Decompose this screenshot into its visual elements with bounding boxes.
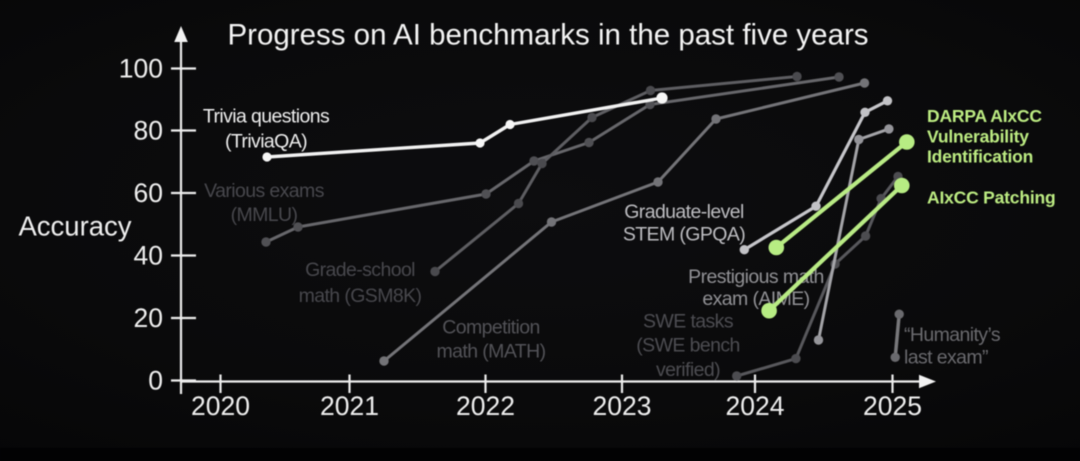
svg-text:Grade-school: Grade-school xyxy=(305,259,415,281)
svg-text:2022: 2022 xyxy=(456,391,515,421)
svg-text:exam (AIME): exam (AIME) xyxy=(702,288,809,310)
svg-text:100: 100 xyxy=(119,54,163,84)
svg-text:(SWE bench: (SWE bench xyxy=(636,335,739,357)
svg-text:math (MATH): math (MATH) xyxy=(437,341,546,363)
svg-text:Identification: Identification xyxy=(927,147,1033,167)
svg-text:Trivia questions: Trivia questions xyxy=(203,106,330,128)
svg-text:2024: 2024 xyxy=(726,391,785,421)
svg-text:(MMLU): (MMLU) xyxy=(231,204,298,226)
svg-text:2025: 2025 xyxy=(863,391,922,421)
svg-text:last exam”: last exam” xyxy=(904,347,988,369)
svg-text:40: 40 xyxy=(134,241,163,271)
svg-text:Graduate-level: Graduate-level xyxy=(624,201,744,223)
svg-text:STEM (GPQA): STEM (GPQA) xyxy=(623,224,745,246)
svg-text:2023: 2023 xyxy=(593,391,652,421)
svg-text:“Humanity’s: “Humanity’s xyxy=(904,324,1001,346)
svg-text:(TriviaQA): (TriviaQA) xyxy=(225,131,307,153)
svg-text:DARPA AIxCC: DARPA AIxCC xyxy=(927,106,1042,126)
svg-text:Vulnerability: Vulnerability xyxy=(927,127,1029,147)
svg-text:SWE tasks: SWE tasks xyxy=(643,311,734,333)
svg-text:2020: 2020 xyxy=(191,391,250,421)
svg-text:Various exams: Various exams xyxy=(204,180,325,202)
svg-text:AIxCC Patching: AIxCC Patching xyxy=(927,188,1055,208)
svg-text:20: 20 xyxy=(134,303,163,333)
svg-text:Prestigious math: Prestigious math xyxy=(688,266,824,288)
svg-text:Accuracy: Accuracy xyxy=(18,211,131,242)
svg-text:0: 0 xyxy=(148,366,163,396)
svg-text:2021: 2021 xyxy=(320,391,379,421)
svg-text:Progress on AI benchmarks in t: Progress on AI benchmarks in the past fi… xyxy=(227,19,868,52)
svg-text:80: 80 xyxy=(134,116,163,146)
svg-text:60: 60 xyxy=(134,178,163,208)
svg-text:verified): verified) xyxy=(656,359,720,381)
svg-text:Competition: Competition xyxy=(442,317,539,339)
svg-text:math (GSM8K): math (GSM8K) xyxy=(299,285,422,307)
